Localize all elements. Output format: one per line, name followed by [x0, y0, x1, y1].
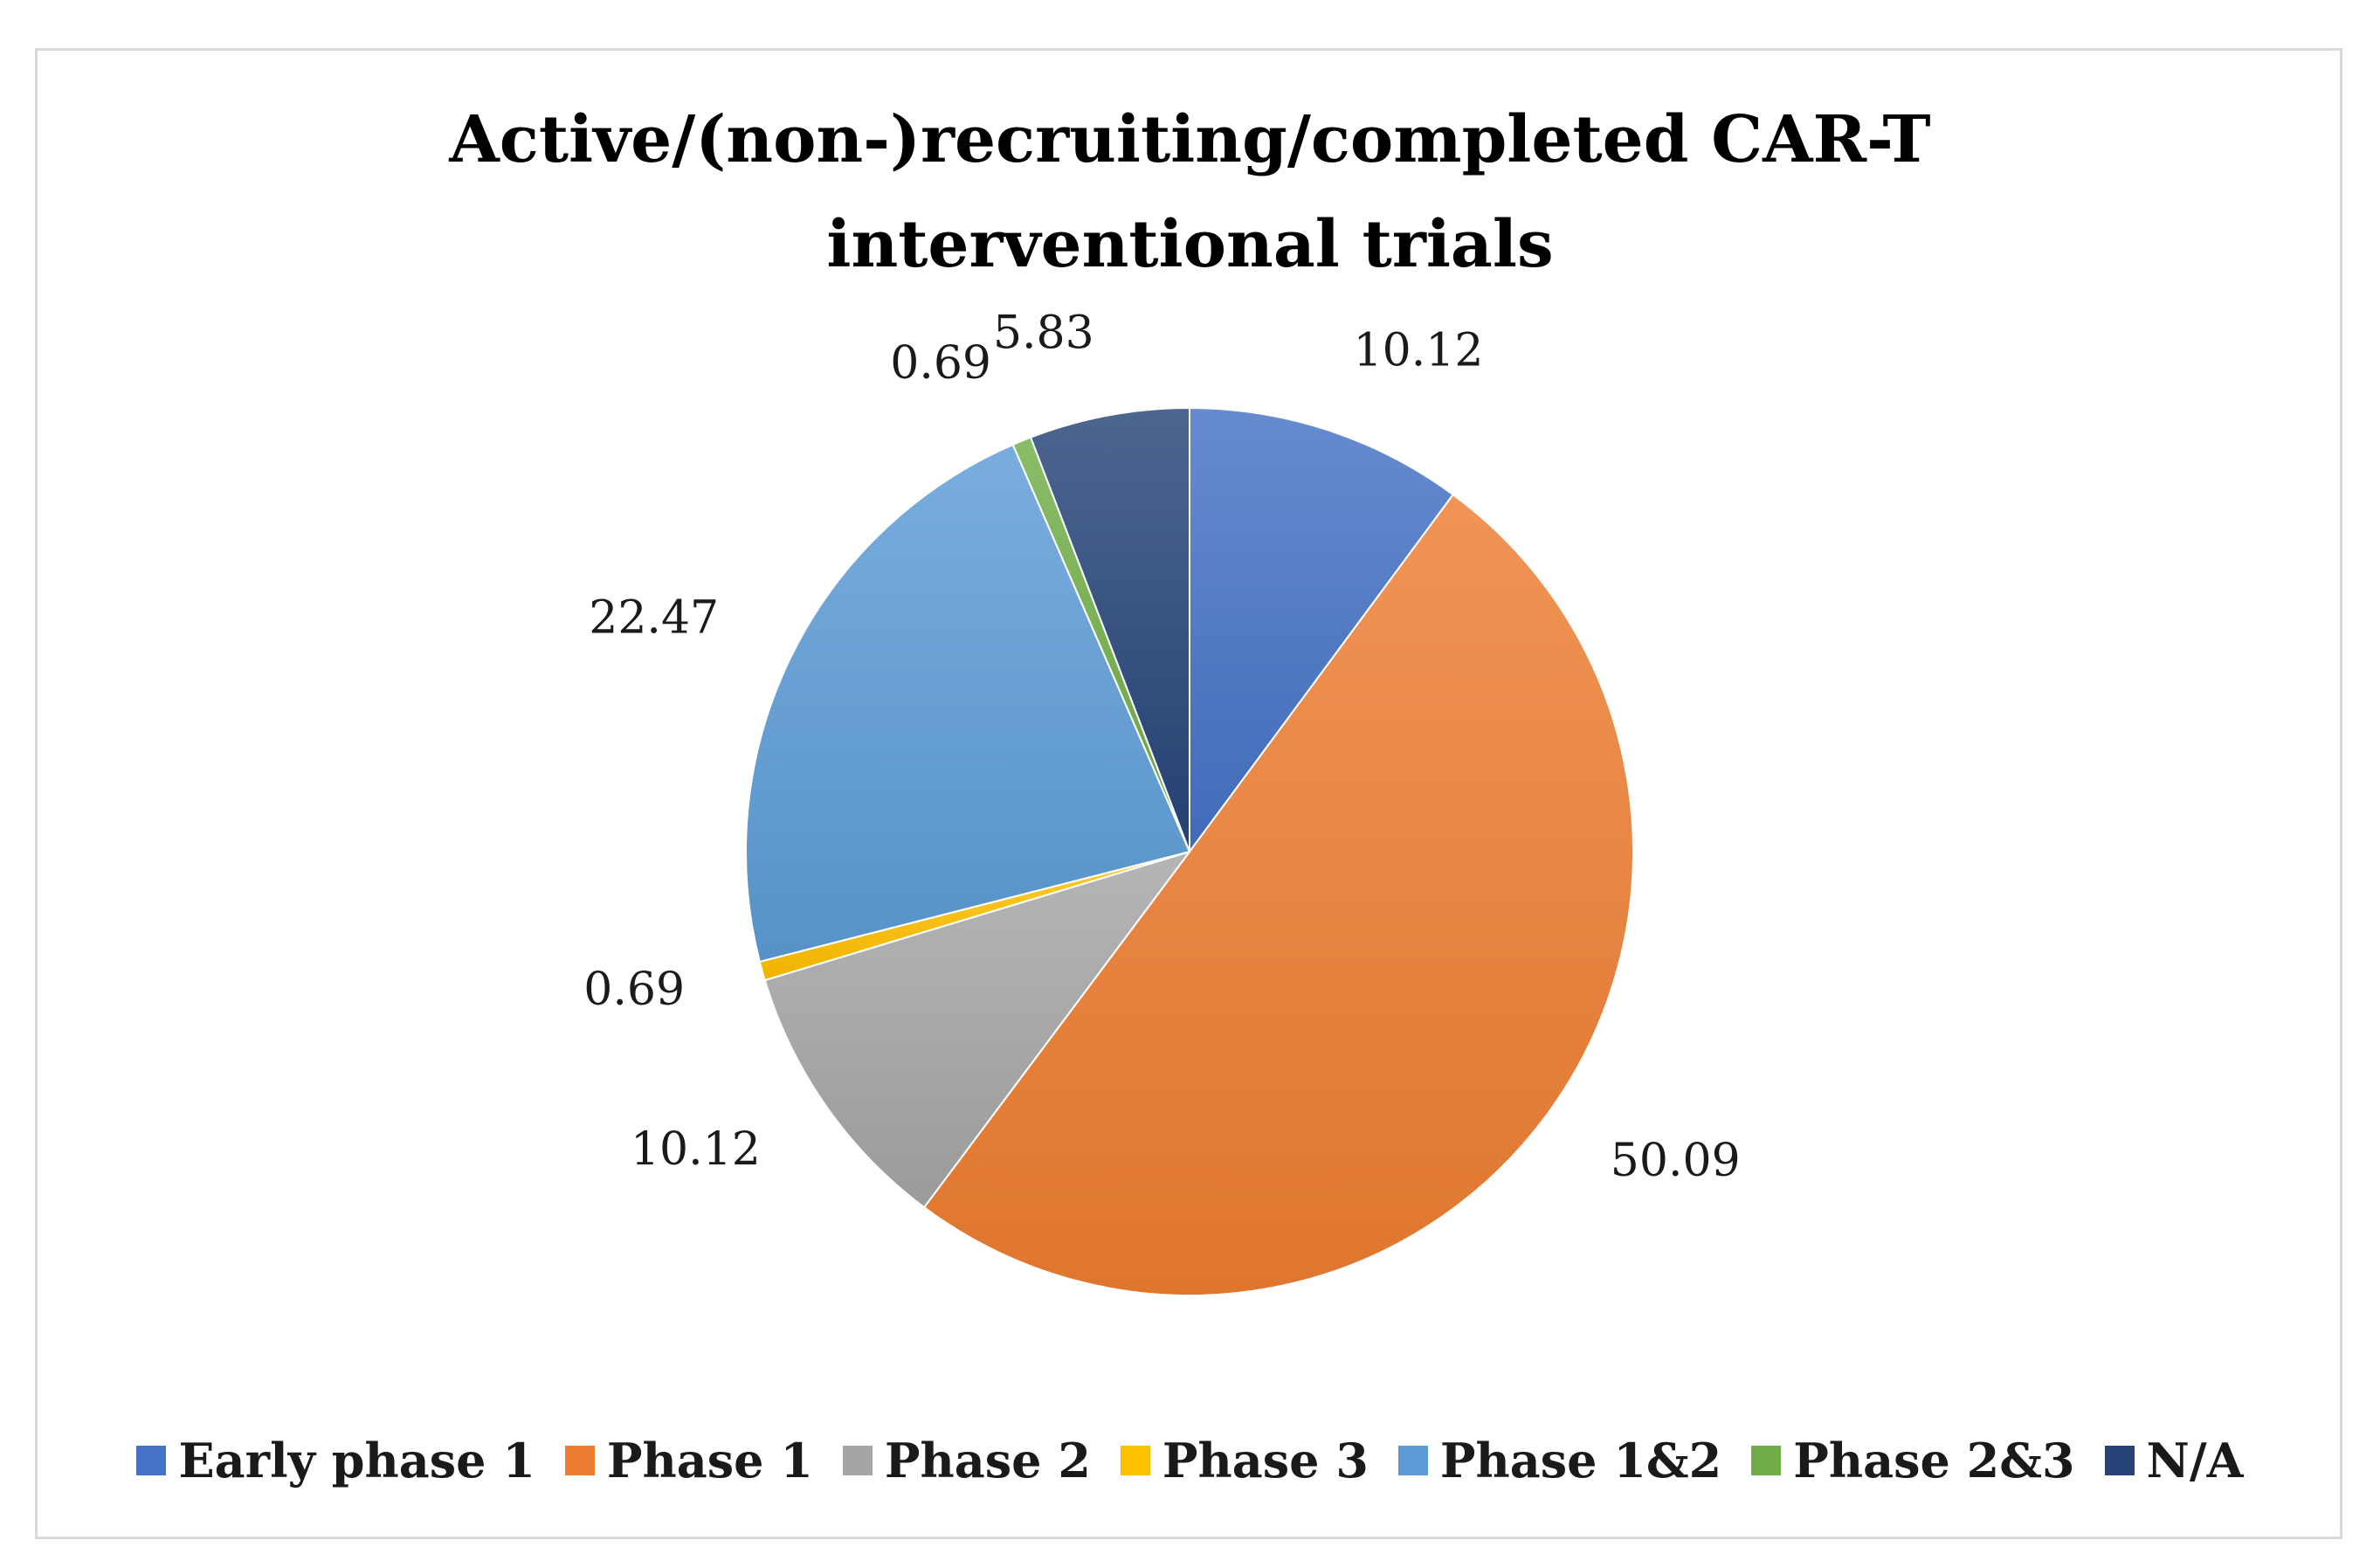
- legend-label-phase-3: Phase 3: [1162, 1433, 1369, 1488]
- legend-swatch-early-phase-1: [136, 1446, 167, 1475]
- legend-swatch-n-a: [2104, 1446, 2135, 1475]
- legend-label-phase-1-and-2: Phase 1&2: [1439, 1433, 1722, 1488]
- legend-item-phase-3: Phase 3: [1120, 1433, 1369, 1488]
- data-label-phase-3: 0.69: [583, 964, 685, 1016]
- legend-label-n-a: N/A: [2146, 1433, 2244, 1488]
- chart-title: Active/(non-)recruiting/completed CAR-T …: [0, 87, 2380, 297]
- pie-slice-phase-1: [922, 493, 1634, 1296]
- legend-swatch-phase-3: [1120, 1446, 1150, 1475]
- legend-label-phase-2-and-3: Phase 2&3: [1793, 1433, 2075, 1488]
- data-label-n-a: 5.83: [993, 307, 1094, 360]
- legend-label-phase-2: Phase 2: [884, 1433, 1091, 1488]
- legend-item-phase-2-and-3: Phase 2&3: [1751, 1433, 2075, 1488]
- legend-swatch-phase-2: [842, 1446, 873, 1475]
- legend-item-n-a: N/A: [2104, 1433, 2244, 1488]
- legend-swatch-phase-2-and-3: [1751, 1446, 1782, 1475]
- legend-swatch-phase-1: [564, 1446, 595, 1475]
- data-label-phase-2-and-3: 0.69: [890, 337, 991, 390]
- pie-slice-phase-2: [763, 850, 1192, 1209]
- legend-item-phase-2: Phase 2: [842, 1433, 1091, 1488]
- legend-item-early-phase-1: Early phase 1: [136, 1433, 535, 1488]
- chart-title-line-1: Active/(non-)recruiting/completed CAR-T: [449, 102, 1931, 177]
- legend: Early phase 1 Phase 1 Phase 2 Phase 3 Phase …: [0, 1433, 2380, 1488]
- data-label-phase-2: 10.12: [631, 1123, 761, 1176]
- legend-swatch-phase-1-and-2: [1397, 1446, 1428, 1475]
- legend-label-early-phase-1: Early phase 1: [178, 1433, 535, 1488]
- pie-slice-early-phase-1: [1189, 406, 1455, 855]
- pie-slice-phase-1-and-2: [745, 443, 1191, 964]
- chart-title-line-2: interventional trials: [826, 207, 1554, 282]
- pie-slices: [745, 406, 1634, 1296]
- legend-label-phase-1: Phase 1: [606, 1433, 813, 1488]
- legend-item-phase-1: Phase 1: [564, 1433, 813, 1488]
- data-label-phase-1-and-2: 22.47: [589, 592, 719, 645]
- pie-slice-n-a: [1029, 406, 1190, 853]
- data-label-early-phase-1: 10.12: [1354, 325, 1484, 377]
- data-label-phase-1: 50.09: [1611, 1135, 1741, 1187]
- legend-item-phase-1-and-2: Phase 1&2: [1397, 1433, 1722, 1488]
